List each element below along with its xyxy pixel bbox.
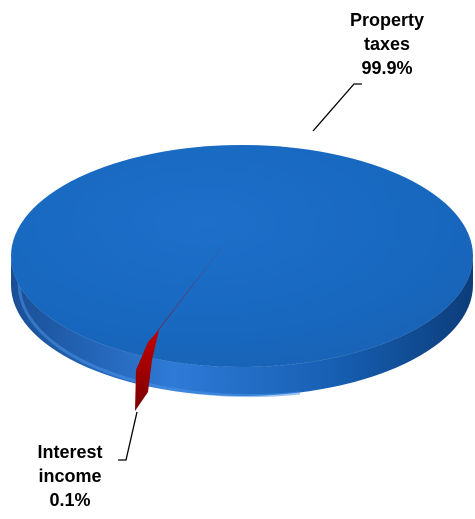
leader-line-interest-income bbox=[118, 411, 138, 461]
label-line: Property bbox=[349, 10, 425, 30]
label-value: 99.9% bbox=[361, 58, 413, 78]
label-line: taxes bbox=[363, 34, 411, 54]
slice-interest-income-side bbox=[135, 330, 159, 411]
leader-line-property-taxes bbox=[312, 83, 362, 132]
pie-side-wall bbox=[11, 256, 473, 396]
label-line: Interest bbox=[37, 442, 103, 462]
data-label-property-taxes: Property taxes 99.9% bbox=[332, 8, 442, 80]
slice-interest-income bbox=[154, 237, 230, 336]
data-label-interest-income: Interest income 0.1% bbox=[20, 440, 120, 512]
label-line: income bbox=[38, 466, 102, 486]
pie-rim-highlight bbox=[17, 275, 301, 398]
label-value: 0.1% bbox=[49, 490, 91, 510]
slice-property-taxes bbox=[11, 145, 473, 367]
